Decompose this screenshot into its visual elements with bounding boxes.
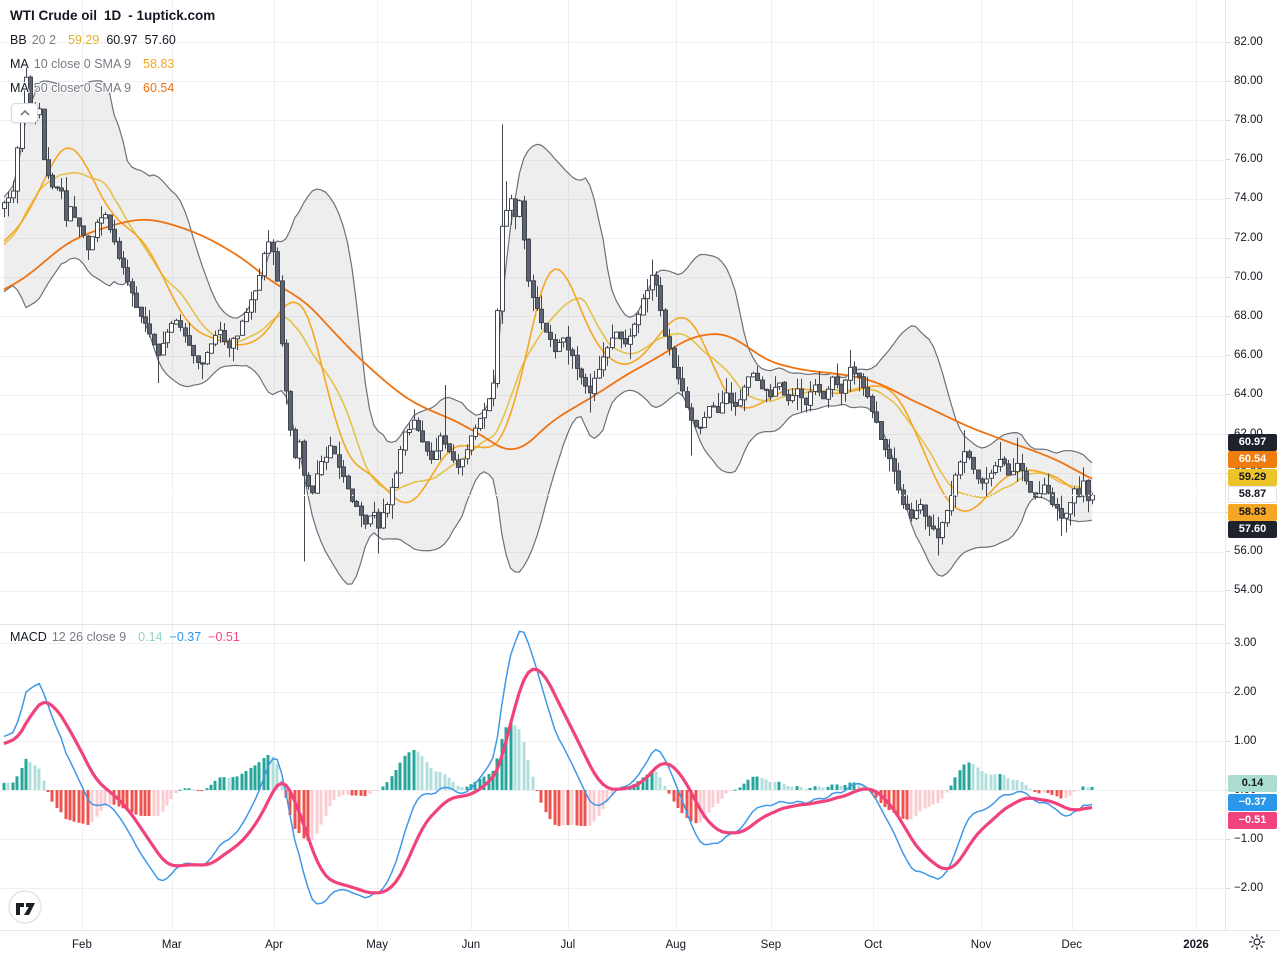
price-pane-canvas[interactable] bbox=[0, 0, 1225, 625]
bb-params: 20 2 bbox=[31, 33, 57, 47]
axis-tick-mark bbox=[1226, 119, 1230, 121]
macd-axis-label: 1.00 bbox=[1234, 734, 1257, 747]
interval-label: 1D bbox=[104, 8, 122, 23]
axis-tick-mark bbox=[1226, 838, 1230, 840]
indicator-value: 60.54 bbox=[143, 81, 175, 95]
ma50-name: MA bbox=[10, 81, 29, 95]
axis-tick-mark bbox=[1226, 41, 1230, 43]
axis-tick-mark bbox=[1226, 276, 1230, 278]
axis-badge-−0.51: −0.51 bbox=[1228, 811, 1277, 829]
indicator-legend-macd[interactable]: MACD 12 26 close 9 0.14 −0.37 −0.51 bbox=[10, 630, 247, 644]
macd-pane-legend: MACD 12 26 close 9 0.14 −0.37 −0.51 bbox=[10, 630, 247, 644]
tradingview-logo-icon bbox=[8, 890, 42, 924]
indicator-value: 0.14 bbox=[138, 630, 163, 644]
axis-badge-0.14: 0.14 bbox=[1228, 774, 1277, 792]
price-axis-label: 74.00 bbox=[1234, 192, 1263, 205]
axis-tick-mark bbox=[1226, 642, 1230, 644]
axis-badge-58.87: 58.87 bbox=[1228, 486, 1277, 504]
ma50-params: 50 close 0 SMA 9 bbox=[33, 81, 132, 95]
axis-tick-mark bbox=[1226, 691, 1230, 693]
price-axis-label: 72.00 bbox=[1234, 231, 1263, 244]
axis-badge-57.60: 57.60 bbox=[1228, 521, 1277, 539]
time-axis-label-Jun: Jun bbox=[461, 939, 481, 951]
ma50-values: 60.54 bbox=[143, 81, 181, 95]
axis-tick-mark bbox=[1226, 355, 1230, 357]
price-axis-label: 80.00 bbox=[1234, 74, 1263, 87]
pane-divider[interactable] bbox=[0, 624, 1280, 625]
time-axis-label-Apr: Apr bbox=[265, 939, 283, 951]
time-axis-label-Nov: Nov bbox=[970, 939, 992, 951]
time-axis[interactable]: Feb Mar Apr May Jun Jul Aug Sep Oct Nov Dec 2026 bbox=[0, 930, 1280, 960]
indicator-legend-bb[interactable]: BB 20 2 59.29 60.97 57.60 bbox=[10, 33, 222, 47]
axis-tick-mark bbox=[1226, 198, 1230, 200]
indicator-value: 59.29 bbox=[68, 33, 100, 47]
sun-icon bbox=[1249, 934, 1265, 950]
tradingview-logo[interactable] bbox=[8, 890, 42, 924]
indicator-legend-ma50[interactable]: MA 50 close 0 SMA 9 60.54 bbox=[10, 81, 222, 95]
axis-tick-mark bbox=[1226, 80, 1230, 82]
price-pane-legend: WTI Crude oil 1D - 1uptick.com BB 20 2 59.29… bbox=[10, 8, 222, 95]
indicator-value: 58.83 bbox=[143, 57, 175, 71]
price-axis-label: 66.00 bbox=[1234, 349, 1263, 362]
price-axis-label: 56.00 bbox=[1234, 545, 1263, 558]
macd-axis-label: −2.00 bbox=[1234, 881, 1264, 894]
axis-badge-60.97: 60.97 bbox=[1228, 433, 1277, 451]
ma10-params: 10 close 0 SMA 9 bbox=[33, 57, 132, 71]
axis-badge-60.54: 60.54 bbox=[1228, 451, 1277, 469]
indicator-value: 57.60 bbox=[144, 33, 176, 47]
ma10-name: MA bbox=[10, 57, 29, 71]
symbol-name: WTI Crude oil bbox=[10, 8, 97, 23]
price-axis-label: 70.00 bbox=[1234, 270, 1263, 283]
axis-tick-mark bbox=[1226, 740, 1230, 742]
axis-tick-mark bbox=[1226, 551, 1230, 553]
price-axis[interactable]: 82.00 80.00 78.00 76.00 74.00 72.00 70.00 68.00… bbox=[1225, 0, 1280, 930]
symbol-title[interactable]: WTI Crude oil 1D - 1uptick.com bbox=[10, 8, 222, 23]
indicator-value: −0.37 bbox=[169, 630, 202, 644]
axis-tick-mark bbox=[1226, 887, 1230, 889]
macd-axis-label: 3.00 bbox=[1234, 636, 1257, 649]
axis-tick-mark bbox=[1226, 590, 1230, 592]
macd-params: 12 26 close 9 bbox=[51, 630, 127, 644]
macd-values: 0.14 −0.37 −0.51 bbox=[138, 630, 247, 644]
macd-pane-canvas[interactable] bbox=[0, 625, 1225, 930]
time-axis-label-Mar: Mar bbox=[161, 939, 182, 951]
macd-name: MACD bbox=[10, 630, 47, 644]
time-axis-label-2026: 2026 bbox=[1183, 939, 1209, 951]
time-axis-label-Oct: Oct bbox=[864, 939, 883, 951]
axis-tick-mark bbox=[1226, 394, 1230, 396]
price-axis-label: 54.00 bbox=[1234, 584, 1263, 597]
axis-tick-mark bbox=[1226, 315, 1230, 317]
indicator-legend-ma10[interactable]: MA 10 close 0 SMA 9 58.83 bbox=[10, 57, 222, 71]
time-axis-label-Sep: Sep bbox=[760, 939, 782, 951]
theme-toggle-sun-icon[interactable] bbox=[1247, 932, 1267, 952]
axis-badge-−0.37: −0.37 bbox=[1228, 794, 1277, 812]
time-axis-label-May: May bbox=[366, 939, 388, 951]
time-axis-label-Jul: Jul bbox=[560, 939, 576, 951]
macd-axis-label: 2.00 bbox=[1234, 685, 1257, 698]
price-axis-label: 82.00 bbox=[1234, 35, 1263, 48]
axis-tick-mark bbox=[1226, 237, 1230, 239]
axis-tick-mark bbox=[1226, 159, 1230, 161]
ma10-values: 58.83 bbox=[143, 57, 181, 71]
time-axis-label-Aug: Aug bbox=[665, 939, 686, 951]
price-axis-label: 64.00 bbox=[1234, 388, 1263, 401]
source-label: - 1uptick.com bbox=[128, 8, 216, 23]
indicator-value: 60.97 bbox=[106, 33, 138, 47]
indicator-value: −0.51 bbox=[208, 630, 240, 644]
bb-values: 59.29 60.97 57.60 bbox=[68, 33, 183, 47]
axis-badge-58.83: 58.83 bbox=[1228, 503, 1277, 521]
macd-axis-label: −1.00 bbox=[1234, 832, 1264, 845]
collapse-pane-button[interactable] bbox=[11, 103, 38, 123]
price-axis-label: 78.00 bbox=[1234, 113, 1263, 126]
bb-name: BB bbox=[10, 33, 27, 47]
chevron-up-icon bbox=[19, 109, 30, 116]
price-axis-label: 68.00 bbox=[1234, 309, 1263, 322]
time-axis-label-Feb: Feb bbox=[72, 939, 92, 951]
time-axis-label-Dec: Dec bbox=[1061, 939, 1082, 951]
axis-badge-59.29: 59.29 bbox=[1228, 468, 1277, 486]
price-axis-label: 76.00 bbox=[1234, 153, 1263, 166]
